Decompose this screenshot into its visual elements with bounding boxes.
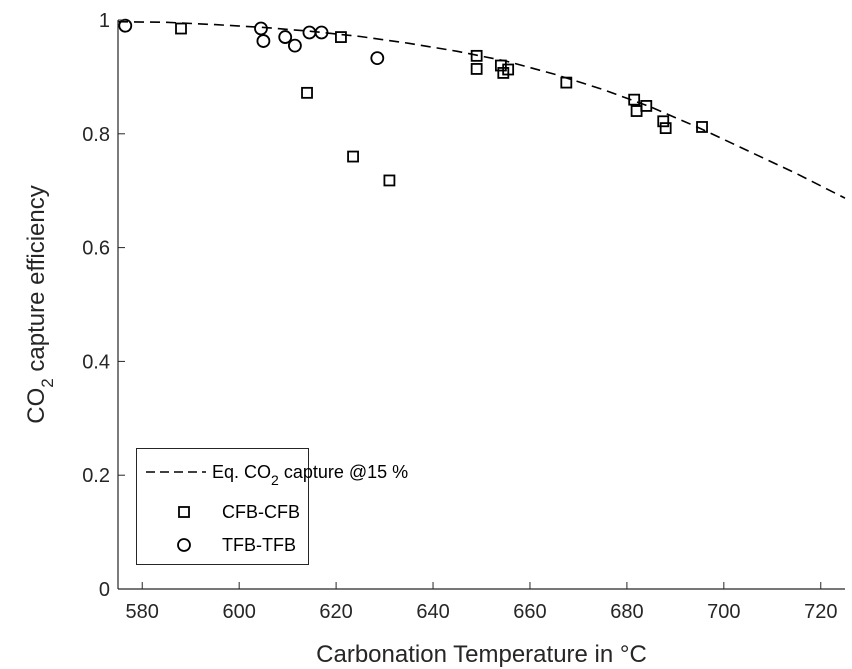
cfb-data-point xyxy=(470,63,483,75)
x-tick-label: 720 xyxy=(804,601,837,623)
legend-label-equilibrium-main: Eq. CO xyxy=(212,462,271,482)
y-axis-title: CO2 capture efficiency xyxy=(23,185,57,423)
cfb-data-point xyxy=(470,49,483,62)
y-axis-title-subscript: 2 xyxy=(38,378,57,387)
tfb-data-point xyxy=(118,18,133,33)
tfb-data-point xyxy=(278,30,293,44)
legend-label-cfb: CFB-CFB xyxy=(222,502,300,522)
cfb-data-point xyxy=(335,31,347,43)
cfb-data-point xyxy=(347,150,359,163)
y-axis-title-main: CO xyxy=(23,388,50,424)
legend: Eq. CO2 capture @15 % CFB-CFB TFB-TFB xyxy=(136,448,408,565)
x-tick-label: 600 xyxy=(222,601,255,623)
y-tick-label: 0.2 xyxy=(82,465,110,487)
x-tick-label: 580 xyxy=(126,601,159,623)
y-axis-title-rest: capture efficiency xyxy=(23,185,50,378)
x-tick-label: 660 xyxy=(513,601,546,623)
tfb-data-point xyxy=(254,21,268,36)
y-tick-label: 0.4 xyxy=(82,351,110,373)
x-tick-label: 620 xyxy=(319,601,352,623)
tfb-data-point xyxy=(370,51,385,66)
series-layer xyxy=(117,18,846,199)
cfb-data-point xyxy=(502,63,515,76)
cfb-data-point xyxy=(301,86,313,99)
y-tick-label: 0.8 xyxy=(82,124,110,146)
cfb-data-point xyxy=(175,22,187,35)
y-tick-label: 0.6 xyxy=(82,238,110,260)
y-tick-label: 0 xyxy=(99,579,110,601)
y-tick-label: 1 xyxy=(99,10,110,32)
legend-square-marker xyxy=(178,506,190,518)
x-tick-label: 640 xyxy=(416,601,449,623)
y-axis-title-group: CO2 capture efficiency xyxy=(23,185,57,423)
legend-label-equilibrium-subscript: 2 xyxy=(271,472,279,488)
cfb-data-point xyxy=(560,76,573,89)
cfb-data-point xyxy=(696,121,708,133)
legend-label-equilibrium: Eq. CO2 capture @15 % xyxy=(212,462,408,488)
cfb-data-point xyxy=(383,174,396,187)
tfb-data-point xyxy=(288,38,302,53)
legend-circle-marker xyxy=(177,538,191,552)
cfb-data-point xyxy=(657,115,670,128)
legend-label-equilibrium-rest: capture @15 % xyxy=(279,462,408,482)
tfb-data-point xyxy=(256,34,271,48)
tfb-data-point xyxy=(314,25,329,40)
x-tick-label: 700 xyxy=(707,601,740,623)
cfb-data-point xyxy=(659,122,672,135)
cfb-data-point xyxy=(640,100,653,112)
x-axis-title: Carbonation Temperature in °C xyxy=(316,641,647,668)
x-tick-label: 680 xyxy=(610,601,643,623)
equilibrium-curve-line xyxy=(117,20,846,199)
cfb-data-point xyxy=(494,59,507,72)
cfb-data-point xyxy=(628,93,641,106)
legend-label-tfb: TFB-TFB xyxy=(222,535,296,555)
ticks-layer: 580 600 620 640 660 680 700 720 0 0.2 0.4 0.6 0.8 1 xyxy=(82,10,837,623)
legend-box xyxy=(136,448,309,565)
